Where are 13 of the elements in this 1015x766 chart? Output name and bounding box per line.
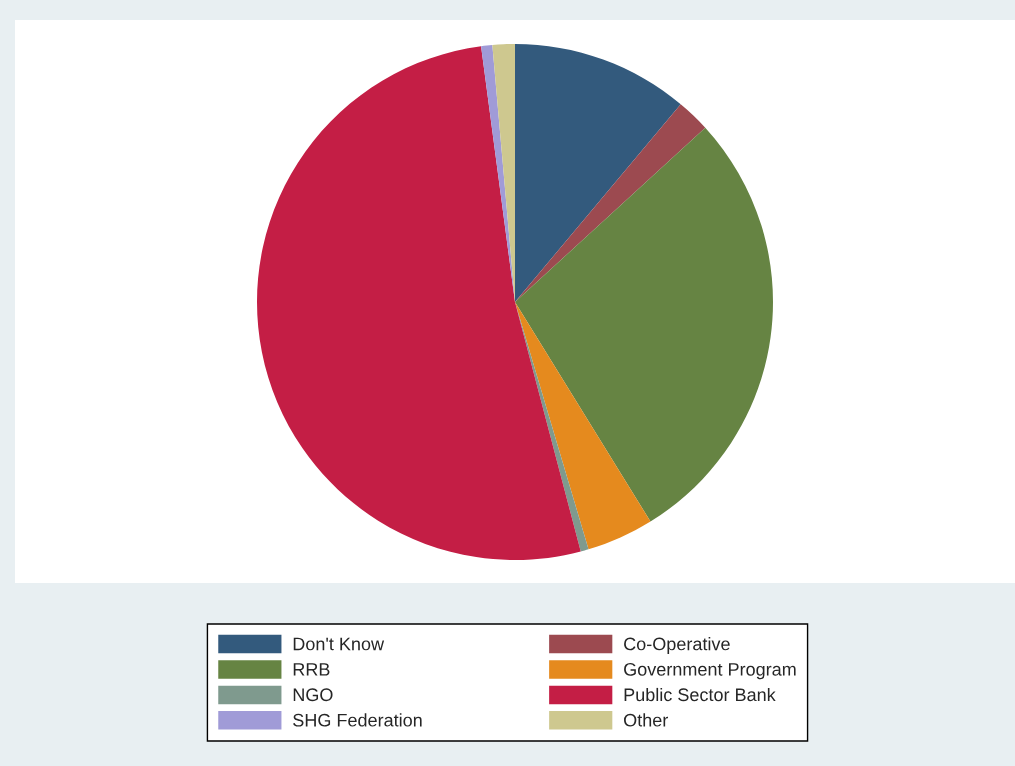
legend-label: Don't Know bbox=[293, 637, 385, 651]
legend-label: Government Program bbox=[624, 662, 796, 680]
legend-label: Other bbox=[624, 713, 669, 727]
legend-label: NGO bbox=[293, 688, 333, 702]
legend-label: Public Sector Bank bbox=[624, 687, 776, 702]
legend-label: RRB bbox=[293, 663, 330, 676]
pie-slice bbox=[515, 44, 681, 302]
legend-label: SHG Federation bbox=[293, 713, 422, 727]
pie-slice bbox=[515, 127, 773, 522]
pie-slice bbox=[515, 104, 706, 302]
legend-label: Co-Operative bbox=[624, 637, 730, 654]
pie-slice bbox=[515, 302, 651, 550]
pie-slice bbox=[257, 46, 581, 560]
